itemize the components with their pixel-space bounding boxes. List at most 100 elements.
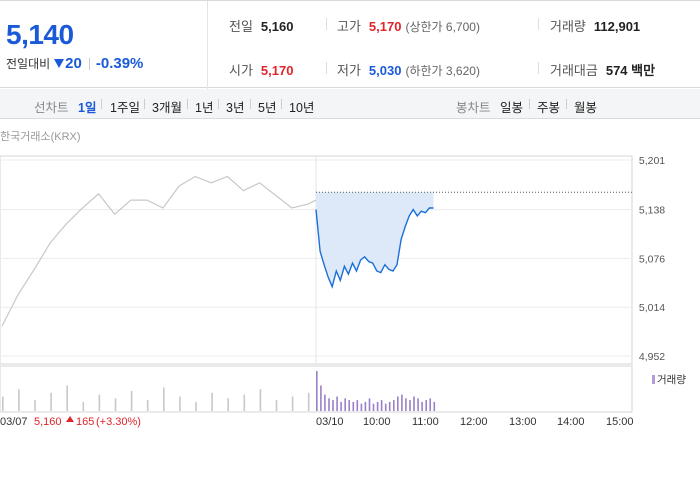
change-value: 20	[65, 55, 82, 72]
down-triangle-icon	[54, 59, 65, 68]
volume-bar	[18, 389, 20, 411]
period-1d[interactable]: 1일	[78, 101, 97, 115]
period-3y[interactable]: 3년	[226, 101, 245, 115]
change-label: 전일대비	[6, 57, 51, 71]
volume-cell: 거래량 112,901	[550, 16, 640, 35]
volume-bar	[429, 398, 431, 411]
period-selector-bar: 선차트 1일 1주일 3개월 1년 3년 5년 10년 봉차트 일봉 주봉 월봉	[0, 89, 700, 119]
period-separator	[101, 99, 102, 109]
x-tick-label: 11:00	[412, 416, 439, 428]
volume-bar	[393, 400, 395, 411]
period-5y[interactable]: 5년	[258, 101, 277, 115]
volume-bar	[344, 398, 346, 411]
volume-bar	[421, 401, 423, 411]
volume-legend-label: 거래량	[657, 374, 686, 386]
info-change: 165	[76, 416, 94, 428]
period-10y[interactable]: 10년	[289, 101, 315, 115]
low-label: 저가	[337, 63, 361, 78]
volume-bar	[82, 401, 85, 411]
amount-label: 거래대금	[550, 63, 598, 78]
quote-header: 5,140 전일대비 20 -0.39% 전일 5,160 고가 5,170 (…	[0, 0, 700, 89]
period-separator	[144, 99, 145, 109]
volume-bar	[376, 401, 379, 411]
period-separator	[187, 99, 188, 109]
period-separator	[566, 99, 567, 109]
change-separator	[88, 57, 90, 70]
volume-bar	[380, 400, 383, 411]
volume-bar	[114, 398, 117, 411]
volume-bar	[425, 400, 427, 411]
tooltip-info: 5,160 165 (+3.30%)	[34, 416, 141, 428]
candle-daily[interactable]: 일봉	[500, 101, 524, 115]
line-chart-label: 선차트	[34, 101, 69, 115]
volume-bar	[417, 398, 419, 411]
volume-bar	[388, 401, 391, 411]
high-cell: 고가 5,170 (상한가 6,700)	[337, 16, 480, 35]
price-chart: 한국거래소(KRX) 5,201 5,138 5,076 5,014 4,952…	[0, 130, 686, 428]
stat-separator	[326, 18, 327, 30]
volume-bar	[259, 389, 262, 411]
open-cell: 시가 5,170	[229, 60, 293, 79]
volume-bar	[340, 401, 342, 411]
volume-bar	[34, 400, 36, 411]
volume-bar	[364, 401, 367, 411]
volume-bar	[348, 400, 350, 411]
volume-bar	[130, 391, 133, 411]
volume-bar	[328, 398, 330, 411]
stat-separator	[538, 18, 539, 30]
volume-legend-swatch	[652, 375, 655, 384]
y-tick-label: 5,014	[639, 302, 665, 314]
x-axis: 03/07 03/10 10:00 11:00 12:00 13:00 14:0…	[0, 416, 634, 428]
y-axis-ticks: 5,201 5,138 5,076 5,014 4,952	[639, 155, 665, 363]
low-value: 5,030	[368, 63, 402, 78]
volume-bar	[211, 392, 213, 411]
volume-bars	[2, 371, 436, 411]
open-label: 시가	[229, 63, 253, 78]
lower-limit: (하한가 3,620)	[405, 64, 480, 78]
volume-bar	[179, 396, 181, 411]
prev-day-price-line	[1, 175, 317, 327]
volume-value: 112,901	[593, 19, 641, 34]
volume-bar	[146, 400, 149, 411]
volume-bar	[384, 403, 387, 411]
y-tick-label: 5,138	[639, 205, 665, 217]
period-1w[interactable]: 1주일	[110, 101, 140, 115]
x-tick-label: 13:00	[509, 416, 537, 428]
volume-bar	[307, 392, 310, 411]
volume-panel-frame	[0, 365, 633, 413]
volume-bar	[405, 398, 407, 411]
x-tick-label: 03/07	[0, 416, 28, 428]
candle-weekly[interactable]: 주봉	[537, 101, 561, 115]
period-separator	[250, 99, 251, 109]
candle-monthly[interactable]: 월봉	[574, 101, 598, 115]
current-price: 5,140	[6, 19, 74, 50]
high-value: 5,170	[368, 19, 402, 34]
data-source: 한국거래소(KRX)	[0, 130, 81, 143]
amount-cell: 거래대금 574 백만	[550, 60, 655, 79]
volume-bar	[409, 400, 411, 411]
volume-bar	[352, 401, 355, 411]
stat-separator	[538, 62, 539, 74]
period-3m[interactable]: 3개월	[152, 101, 182, 115]
volume-bar	[227, 398, 229, 411]
stat-separator	[326, 62, 327, 74]
volume-bar	[66, 385, 68, 411]
volume-bar	[372, 403, 375, 411]
x-tick-label: 12:00	[460, 416, 488, 428]
amount-value: 574 백만	[605, 63, 656, 78]
low-cell: 저가 5,030 (하한가 3,620)	[337, 60, 480, 79]
upper-limit: (상한가 6,700)	[405, 20, 480, 34]
volume-bar	[413, 396, 415, 411]
period-1y[interactable]: 1년	[195, 101, 214, 115]
y-tick-label: 5,076	[639, 253, 665, 265]
volume-bar	[291, 396, 294, 411]
volume-bar	[50, 392, 52, 411]
x-tick-label: 10:00	[363, 416, 391, 428]
volume-bar	[275, 400, 278, 411]
volume-bar	[336, 396, 338, 411]
prev-close-label: 전일	[229, 19, 253, 34]
volume-bar	[163, 387, 165, 411]
period-separator	[218, 99, 219, 109]
info-pct: (+3.30%)	[96, 416, 141, 428]
